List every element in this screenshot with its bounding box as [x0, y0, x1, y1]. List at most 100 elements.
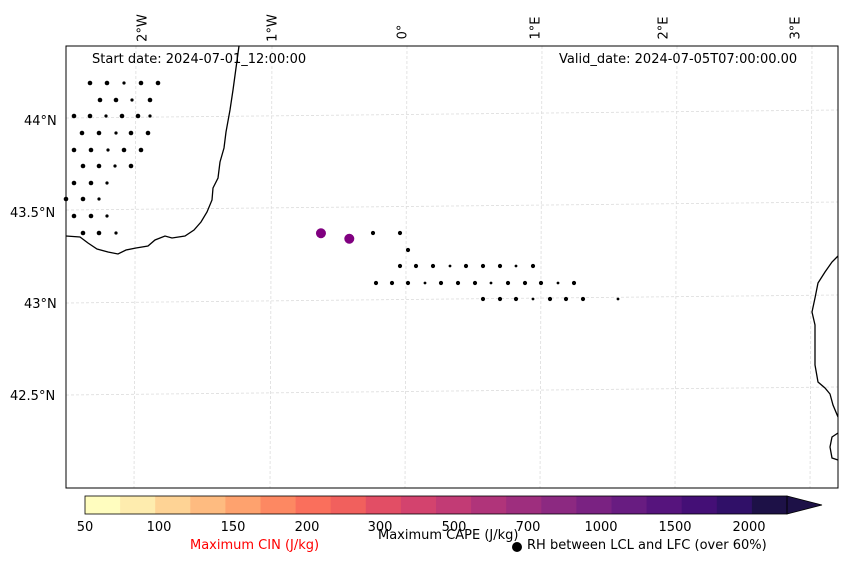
rh-dot	[513, 296, 519, 302]
rh-dot	[505, 280, 511, 286]
lon-label: 3°E	[788, 16, 804, 40]
rh-dot	[389, 280, 395, 286]
rh-dot	[122, 81, 126, 85]
lat-label: 43°N	[24, 297, 57, 312]
rh-dot	[455, 280, 461, 286]
rh-dot	[497, 296, 503, 302]
colorbar-segment	[646, 496, 683, 514]
rh-dot	[96, 163, 102, 169]
rh-dot	[489, 281, 493, 285]
rh-dot	[413, 263, 419, 269]
colorbar-segment	[751, 496, 788, 514]
rh-dot	[96, 130, 102, 136]
rh-dot	[423, 281, 427, 285]
rh-dot	[556, 281, 560, 285]
rh-dot	[472, 280, 478, 286]
lat-label: 44°N	[24, 114, 57, 129]
rh-dot	[480, 296, 486, 302]
colorbar-segment	[400, 496, 437, 514]
lon-label: 0°	[395, 24, 411, 40]
rh-dot	[113, 97, 119, 103]
highlight-point	[315, 228, 326, 239]
rh-dot	[128, 130, 134, 136]
valid-date-label: Valid_date: 2024-07-05T07:00:00.00	[559, 52, 798, 67]
rh-dot	[531, 297, 535, 301]
rh-dot	[104, 80, 110, 86]
rh-dot	[88, 213, 94, 219]
rh-dot	[480, 263, 486, 269]
rh-dot	[135, 113, 141, 119]
rh-dot	[87, 113, 93, 119]
rh-dot	[88, 180, 94, 186]
colorbar-extend-arrow	[787, 496, 822, 514]
rh-dot	[79, 130, 85, 136]
rh-dot	[71, 213, 77, 219]
colorbar-tick-label: 100	[146, 520, 172, 535]
rh-dot	[87, 80, 93, 86]
rh-dot	[88, 147, 94, 153]
colorbar-segment	[120, 496, 156, 514]
rh-dot	[148, 114, 152, 118]
colorbar-segment	[365, 496, 402, 514]
rh-dot	[113, 164, 117, 168]
rh-dot	[97, 197, 101, 201]
highlight-points	[315, 228, 355, 244]
rh-dot	[119, 113, 125, 119]
rh-dot	[448, 264, 452, 268]
colorbar-tick-label: 2000	[732, 520, 766, 535]
rh-dot	[71, 180, 77, 186]
rh-dot	[530, 263, 536, 269]
lat-label: 43.5°N	[10, 206, 56, 221]
colorbar-segment	[471, 496, 507, 514]
map-frame	[65, 45, 839, 489]
colorbar-tick-label: 50	[76, 520, 94, 535]
rh-dot	[147, 97, 153, 103]
colorbar-tick-label: 150	[220, 520, 246, 535]
colorbar-segment	[611, 496, 648, 514]
rh-dot	[80, 230, 86, 236]
rh-dot	[121, 147, 127, 153]
rh-dot	[514, 264, 518, 268]
colorbar	[85, 496, 822, 514]
colorbar-tick-label: 1500	[658, 520, 692, 535]
rh-dot	[616, 297, 620, 301]
rh-dot	[105, 181, 109, 185]
rh-dot	[114, 231, 118, 235]
rh-dot-field	[63, 80, 620, 302]
highlight-point	[344, 233, 355, 244]
rh-dot	[571, 280, 577, 286]
rh-dot	[105, 214, 109, 218]
rh-dot	[547, 296, 553, 302]
rh-dot	[580, 296, 586, 302]
rh-dot	[538, 280, 544, 286]
colorbar-segment	[225, 496, 261, 514]
colorbar-segment	[330, 496, 367, 514]
graticule	[65, 45, 839, 489]
rh-dot	[370, 230, 376, 236]
colorbar-tick-label: 1000	[584, 520, 618, 535]
rh-dot	[106, 148, 110, 152]
rh-dot	[97, 97, 103, 103]
lon-label: 1°E	[528, 16, 544, 40]
rh-dot	[405, 280, 411, 286]
lon-label: 2°W	[135, 14, 151, 42]
lat-label: 42.5°N	[10, 389, 56, 404]
coastline	[65, 45, 839, 461]
colorbar-tick-label: 300	[367, 520, 393, 535]
rh-dot	[373, 280, 379, 286]
rh-dot	[138, 80, 144, 86]
lon-label: 2°E	[656, 16, 672, 40]
rh-dot	[104, 114, 108, 118]
colorbar-segment	[155, 496, 191, 514]
colorbar-tick-label: 700	[515, 520, 541, 535]
rh-dot	[563, 296, 569, 302]
colorbar-segment	[295, 496, 332, 514]
rh-dot	[405, 247, 411, 253]
rh-dot	[138, 147, 144, 153]
rh-dot	[80, 196, 86, 202]
colorbar-segment	[716, 496, 753, 514]
rh-dot	[155, 80, 161, 86]
colorbar-tick-label: 200	[294, 520, 320, 535]
colorbar-segment	[436, 496, 472, 514]
